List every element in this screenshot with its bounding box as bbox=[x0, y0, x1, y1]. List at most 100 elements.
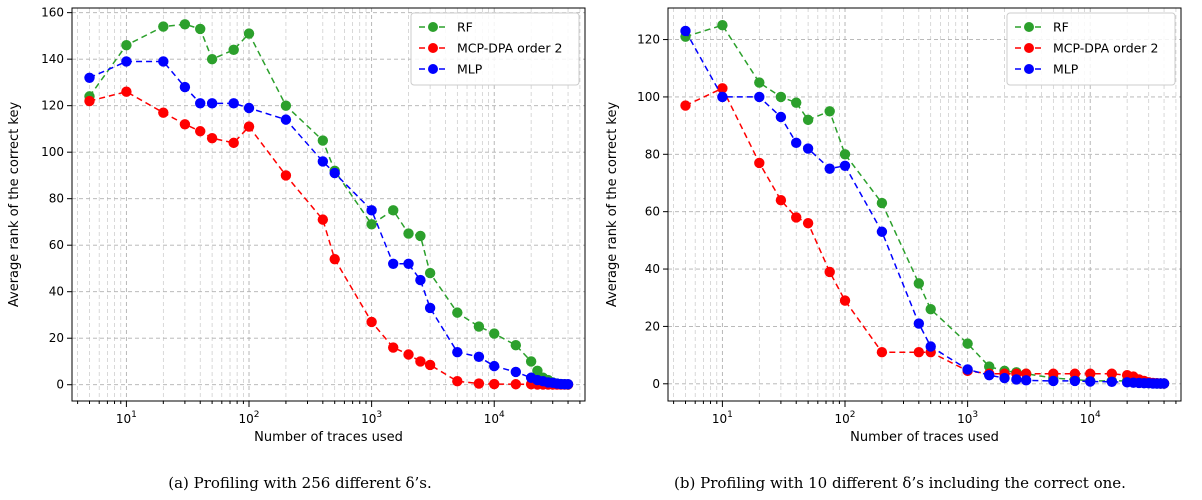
y-tick-label: 120 bbox=[637, 33, 660, 47]
data-point-mlp bbox=[228, 98, 239, 109]
data-point-mcp-dpa-order-2 bbox=[415, 356, 426, 367]
data-point-rf bbox=[179, 19, 191, 30]
legend-entry-mlp: MLP bbox=[457, 62, 483, 77]
data-point-rf bbox=[195, 23, 206, 35]
data-point-mlp bbox=[717, 91, 728, 103]
x-axis-label: Number of traces used bbox=[850, 430, 999, 445]
data-point-rf bbox=[158, 21, 169, 32]
data-point-mcp-dpa-order-2 bbox=[195, 126, 206, 137]
legend-box bbox=[1006, 12, 1176, 86]
data-point-mlp bbox=[562, 379, 574, 390]
data-point-mcp-dpa-order-2 bbox=[680, 100, 691, 111]
data-point-mcp-dpa-order-2 bbox=[452, 376, 463, 387]
data-point-rf bbox=[839, 149, 851, 160]
data-point-mcp-dpa-order-2 bbox=[876, 347, 888, 358]
data-point-mlp bbox=[424, 302, 436, 314]
y-tick-label: 140 bbox=[41, 52, 64, 66]
x-tick-label: 101 bbox=[712, 410, 733, 426]
data-point-mcp-dpa-order-2 bbox=[403, 349, 414, 360]
data-point-mcp-dpa-order-2 bbox=[489, 378, 500, 390]
legend-swatch-marker-mcp-dpa-order-2 bbox=[428, 43, 438, 53]
data-point-rf bbox=[925, 304, 936, 315]
data-point-mlp bbox=[415, 274, 426, 286]
data-point-mlp bbox=[802, 143, 814, 154]
chart-panel-2: 0 20 40 60 80 100 120 101 102 103 104 Number of tra… bbox=[605, 7, 1182, 492]
y-tick-label: 0 bbox=[652, 377, 660, 391]
data-point-rf bbox=[452, 307, 463, 318]
y-tick-label: 20 bbox=[49, 331, 64, 345]
data-point-rf bbox=[791, 97, 802, 108]
y-axis-label: Average rank of the correct key bbox=[605, 102, 620, 308]
data-point-mlp bbox=[1011, 374, 1022, 385]
data-point-rf bbox=[510, 339, 522, 351]
data-point-mlp bbox=[510, 366, 522, 378]
data-point-rf bbox=[532, 365, 543, 376]
data-point-rf bbox=[775, 91, 787, 103]
data-point-rf bbox=[913, 278, 925, 289]
data-point-mcp-dpa-order-2 bbox=[791, 212, 802, 223]
legend-entry-mcp-dpa-order-2: MCP-DPA order 2 bbox=[1053, 41, 1158, 56]
data-point-mcp-dpa-order-2 bbox=[158, 107, 169, 118]
data-point-mcp-dpa-order-2 bbox=[1085, 368, 1096, 379]
x-tick-label: 103 bbox=[957, 410, 978, 426]
data-point-mcp-dpa-order-2 bbox=[510, 379, 522, 390]
data-point-mlp bbox=[791, 137, 802, 149]
data-point-mlp bbox=[839, 160, 851, 171]
legend-entry-rf: RF bbox=[1053, 20, 1069, 35]
data-point-mlp bbox=[876, 226, 888, 237]
data-point-mcp-dpa-order-2 bbox=[121, 86, 132, 97]
y-tick-label: 160 bbox=[41, 6, 64, 20]
data-point-rf bbox=[489, 328, 500, 339]
data-point-rf bbox=[415, 230, 426, 242]
data-point-rf bbox=[984, 361, 995, 372]
legend-entry-mlp: MLP bbox=[1053, 62, 1079, 77]
legend-swatch-marker-rf bbox=[428, 22, 438, 32]
data-point-rf bbox=[280, 100, 292, 111]
legend-box bbox=[410, 12, 580, 86]
data-point-rf bbox=[717, 20, 728, 31]
data-point-mlp bbox=[317, 156, 329, 167]
data-point-rf bbox=[366, 219, 377, 230]
data-point-mlp bbox=[1158, 378, 1170, 389]
data-point-mlp bbox=[1106, 376, 1118, 387]
plot-frame bbox=[71, 7, 586, 402]
data-point-mlp bbox=[84, 72, 95, 83]
data-point-mlp bbox=[962, 364, 973, 375]
data-point-mcp-dpa-order-2 bbox=[280, 170, 292, 181]
data-point-mcp-dpa-order-2 bbox=[1048, 368, 1059, 379]
series-group bbox=[84, 19, 574, 390]
data-point-mlp bbox=[388, 258, 399, 269]
data-point-mcp-dpa-order-2 bbox=[839, 295, 851, 306]
legend: RF MCP-DPA order 2 MLP bbox=[410, 12, 580, 86]
x-tick-label: 102 bbox=[239, 410, 260, 426]
data-point-mlp bbox=[925, 341, 936, 352]
data-point-rf bbox=[228, 44, 239, 56]
data-point-mlp bbox=[403, 258, 414, 269]
data-point-mlp bbox=[121, 56, 132, 67]
data-point-mcp-dpa-order-2 bbox=[243, 121, 255, 132]
data-point-mlp bbox=[824, 163, 835, 174]
plot-frame bbox=[667, 7, 1182, 402]
legend-swatch-marker-rf bbox=[1024, 22, 1034, 32]
x-tick-label: 101 bbox=[116, 410, 137, 426]
data-point-mlp bbox=[754, 91, 765, 103]
data-point-mlp bbox=[775, 111, 787, 123]
data-point-mcp-dpa-order-2 bbox=[473, 378, 485, 389]
data-point-rf bbox=[424, 267, 436, 279]
legend-swatch-marker-mlp bbox=[1024, 64, 1034, 74]
x-axis-label: Number of traces used bbox=[254, 430, 403, 445]
data-point-mlp bbox=[179, 81, 191, 93]
data-point-mcp-dpa-order-2 bbox=[179, 119, 191, 130]
y-tick-label: 80 bbox=[645, 147, 660, 161]
x-tick-label: 104 bbox=[1080, 410, 1101, 426]
y-tick-label: 40 bbox=[49, 285, 64, 299]
figure-caption: (b) Profiling with 10 different δ’s incl… bbox=[674, 474, 1126, 492]
data-point-mcp-dpa-order-2 bbox=[775, 194, 787, 206]
y-tick-label: 100 bbox=[41, 145, 64, 159]
data-point-mlp bbox=[280, 114, 292, 125]
data-point-mlp bbox=[1020, 375, 1032, 386]
data-point-rf bbox=[473, 321, 485, 332]
y-axis-label: Average rank of the correct key bbox=[7, 102, 22, 308]
y-tick-label: 60 bbox=[645, 205, 660, 219]
